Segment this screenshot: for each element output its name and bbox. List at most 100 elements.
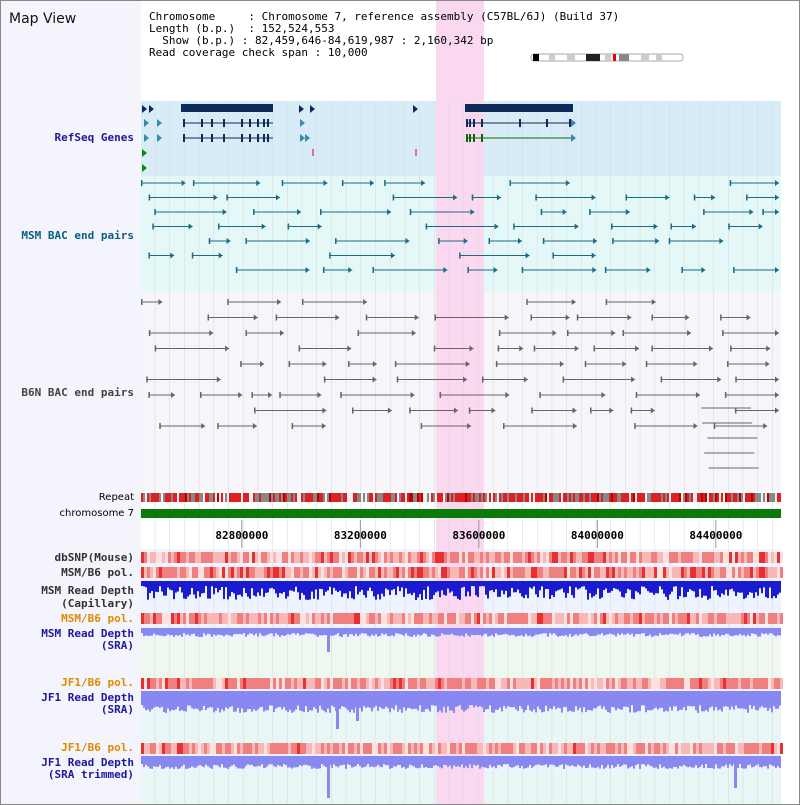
pol-cell [342, 678, 345, 689]
pol-cell [216, 567, 219, 578]
pol-cell [312, 613, 315, 624]
msm-sra-depth [675, 628, 677, 635]
pol-cell [678, 552, 681, 563]
repeat-segment [221, 493, 223, 502]
pol-cell [597, 552, 600, 563]
track-label-jf1-depth-sra-1[interactable]: JF1 Read Depth [41, 691, 134, 704]
pol-cell [381, 613, 384, 624]
exon [211, 119, 213, 127]
pol-cell [684, 743, 687, 754]
pol-cell [732, 613, 735, 624]
msm-sra-depth [657, 628, 659, 637]
pol-cell [357, 567, 360, 578]
pol-cell [474, 567, 477, 578]
msm-sra-depth [545, 628, 547, 634]
pol-cell [621, 743, 624, 754]
pol-cell [267, 567, 270, 578]
pol-cell [297, 567, 300, 578]
track-label-msm-depth-sra-1[interactable]: MSM Read Depth [41, 627, 134, 640]
pol-cell [531, 613, 534, 624]
pol-cell [666, 552, 669, 563]
jf1-trim-depth [763, 756, 765, 767]
jf1-sra-depth [733, 691, 735, 710]
track-label-jf1-b6-pol-2[interactable]: JF1/B6 pol. [61, 741, 134, 754]
pol-cell [345, 743, 348, 754]
track-label-repeat[interactable]: Repeat [98, 492, 134, 503]
repeat-segment [761, 493, 763, 502]
jf1-sra-depth [475, 691, 477, 706]
jf1-sra-depth [343, 691, 345, 707]
pol-cell [588, 678, 591, 689]
jf1-sra-depth [575, 691, 577, 707]
pol-cell [720, 743, 723, 754]
repeat-segment [225, 493, 227, 502]
jf1-trim-depth [571, 756, 573, 766]
pol-cell [690, 678, 693, 689]
track-label-msm-depth-cap-1[interactable]: MSM Read Depth [41, 584, 134, 597]
pol-cell [405, 552, 408, 563]
jf1-sra-depth [529, 691, 531, 711]
pol-cell [636, 743, 639, 754]
b6n-bac-end [734, 407, 737, 414]
pol-cell [750, 613, 753, 624]
pol-cell [639, 613, 642, 624]
msm-sra-depth [433, 628, 435, 636]
track-label-b6n-bac[interactable]: B6N BAC end pairs [21, 386, 134, 399]
b6n-bac-end [227, 299, 229, 305]
repeat-segment [467, 493, 469, 502]
pol-cell [534, 743, 537, 754]
repeat-segment [161, 493, 163, 502]
repeat-segment [713, 493, 715, 502]
pol-cell [687, 613, 690, 624]
repeat-segment [619, 493, 621, 502]
track-label-jf1-b6-pol[interactable]: JF1/B6 pol. [61, 676, 134, 689]
track-label-chromosome[interactable]: chromosome 7 [59, 508, 134, 519]
msm-sra-depth [701, 628, 703, 637]
pol-cell [330, 743, 333, 754]
jf1-sra-depth [339, 691, 341, 709]
msm-sra-depth [201, 628, 203, 637]
exon [466, 134, 468, 142]
pol-cell [150, 567, 153, 578]
pol-cell [615, 743, 618, 754]
msm-sra-depth [439, 628, 441, 636]
jf1-trim-depth [265, 756, 267, 768]
msm-sra-depth [469, 628, 471, 637]
msm-cap-depth [379, 581, 381, 600]
pol-cell [168, 567, 171, 578]
jf1-trim-depth [579, 756, 581, 766]
msm-cap-depth [627, 581, 629, 589]
pol-cell [663, 552, 666, 563]
jf1-trim-depth [491, 756, 493, 768]
msm-cap-depth [661, 581, 663, 590]
jf1-trim-depth [663, 756, 665, 767]
pol-cell [756, 743, 759, 754]
pol-cell [558, 743, 561, 754]
pol-cell [414, 678, 417, 689]
track-label-msm-bac[interactable]: MSM BAC end pairs [21, 229, 134, 242]
jf1-trim-depth [343, 756, 345, 765]
jf1-sra-depth [577, 691, 579, 711]
pol-cell [567, 567, 570, 578]
track-label-jf1-depth-trim-1[interactable]: JF1 Read Depth [41, 756, 134, 769]
msm-sra-depth [609, 628, 611, 634]
track-label-refseq[interactable]: RefSeq Genes [54, 131, 134, 144]
pol-cell [327, 567, 330, 578]
msm-cap-depth [649, 581, 651, 593]
jf1-trim-depth [233, 756, 235, 765]
b6n-bac-end [590, 407, 592, 414]
track-label-msm-b6-pol[interactable]: MSM/B6 pol. [61, 566, 134, 579]
repeat-segment [689, 493, 691, 502]
pol-cell [540, 567, 543, 578]
jf1-trim-depth [363, 756, 365, 768]
pol-cell [780, 613, 783, 624]
track-label-dbsnp[interactable]: dbSNP(Mouse) [54, 551, 134, 564]
pol-cell [264, 743, 267, 754]
track-label-msm-b6-pol-2[interactable]: MSM/B6 pol. [61, 612, 134, 625]
pol-cell [339, 613, 342, 624]
pol-cell [204, 552, 207, 563]
jf1-trim-depth [165, 756, 167, 768]
msm-cap-depth [735, 581, 737, 597]
jf1-sra-depth [547, 691, 549, 712]
